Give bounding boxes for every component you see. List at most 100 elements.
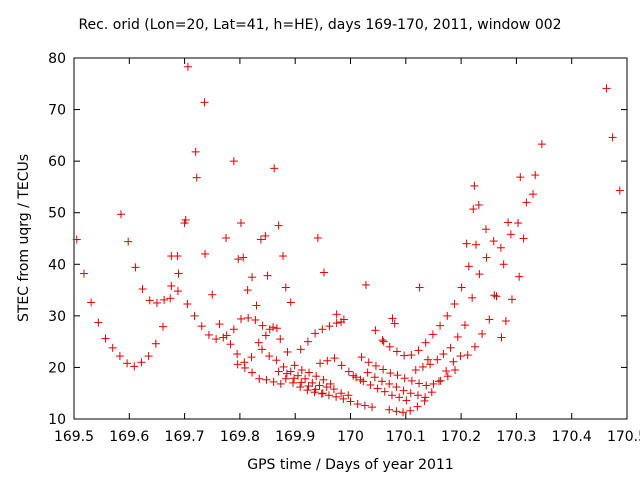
data-point — [516, 173, 525, 182]
data-point — [262, 375, 271, 384]
data-point — [319, 268, 328, 277]
y-tick-label: 20 — [48, 360, 66, 376]
y-tick-label: 30 — [48, 309, 66, 325]
x-tick-label: 170.4 — [552, 429, 592, 445]
data-point — [290, 361, 299, 370]
data-point — [423, 355, 432, 364]
data-point — [492, 292, 501, 301]
data-point — [399, 408, 408, 417]
y-tick-label: 50 — [48, 206, 66, 222]
data-point — [279, 362, 288, 371]
data-point — [392, 347, 401, 356]
data-point — [174, 269, 183, 278]
data-point — [482, 253, 491, 262]
data-point — [229, 157, 238, 166]
data-point — [407, 351, 416, 360]
data-point — [379, 337, 388, 346]
data-point — [506, 230, 515, 239]
data-point — [380, 387, 389, 396]
data-point — [475, 270, 484, 279]
data-point — [282, 369, 291, 378]
data-point — [368, 403, 377, 412]
data-point — [330, 354, 339, 363]
data-point — [451, 366, 460, 375]
data-point — [108, 343, 117, 352]
data-point — [201, 249, 210, 258]
data-point — [256, 235, 265, 244]
data-point — [470, 342, 479, 351]
data-point — [429, 379, 438, 388]
data-point — [470, 181, 479, 190]
data-point — [237, 314, 246, 323]
data-point — [356, 375, 365, 384]
data-point — [415, 379, 424, 388]
data-point — [360, 401, 369, 410]
data-point — [270, 164, 279, 173]
data-point — [191, 147, 200, 156]
data-point — [469, 205, 478, 214]
data-point — [323, 356, 332, 365]
data-point — [379, 365, 388, 374]
x-tick-label: 170.5 — [607, 429, 640, 445]
data-point — [222, 331, 231, 340]
data-point — [286, 367, 295, 376]
axes: 169.5 169.6 169.7 169.8 169.9 170 170.1 170.2 17… — [48, 51, 640, 445]
data-point — [286, 298, 295, 307]
x-tick-label: 169.7 — [165, 429, 205, 445]
data-point — [192, 173, 201, 182]
x-tick-label: 170.1 — [386, 429, 426, 445]
data-point — [208, 290, 217, 299]
data-point — [442, 367, 451, 376]
data-point — [337, 361, 346, 370]
y-tick-label: 10 — [48, 412, 66, 428]
data-point — [261, 331, 270, 340]
data-point — [462, 239, 471, 248]
data-point — [436, 321, 445, 330]
data-point — [263, 271, 272, 280]
data-point — [261, 231, 270, 240]
data-point — [166, 294, 175, 303]
data-point — [304, 381, 313, 390]
data-point — [258, 321, 267, 330]
data-point — [297, 378, 306, 387]
data-point — [329, 385, 338, 394]
data-point — [344, 367, 353, 376]
data-point — [489, 237, 498, 246]
data-point — [276, 335, 285, 344]
data-point — [463, 351, 472, 360]
data-point — [332, 392, 341, 401]
data-point — [200, 98, 209, 107]
y-tick-label: 80 — [48, 51, 66, 67]
x-axis-label: GPS time / Days of year 2011 — [247, 457, 454, 473]
data-point — [349, 371, 358, 380]
chart-title: Rec. orid (Lon=20, Lat=41, h=HE), days 1… — [78, 17, 562, 33]
data-point — [436, 376, 445, 385]
data-point — [519, 234, 528, 243]
data-point — [144, 352, 153, 361]
data-point — [272, 324, 281, 333]
data-point — [413, 402, 422, 411]
data-point — [101, 334, 110, 343]
data-point — [353, 400, 362, 409]
data-point — [152, 298, 161, 307]
data-point — [243, 286, 252, 295]
data-point — [460, 321, 469, 330]
data-point — [496, 243, 505, 252]
data-point — [167, 252, 176, 261]
data-point — [415, 283, 424, 292]
data-point — [313, 233, 322, 242]
data-point — [269, 323, 278, 332]
data-point — [339, 394, 348, 403]
data-point — [385, 379, 394, 388]
data-point — [272, 356, 281, 365]
data-point — [400, 374, 409, 383]
data-point — [138, 285, 147, 294]
data-point — [418, 362, 427, 371]
data-point — [332, 319, 341, 328]
data-point — [234, 255, 243, 264]
data-point — [322, 383, 331, 392]
data-point — [252, 301, 261, 310]
data-point — [407, 376, 416, 385]
data-point — [468, 293, 477, 302]
data-point — [247, 353, 256, 362]
